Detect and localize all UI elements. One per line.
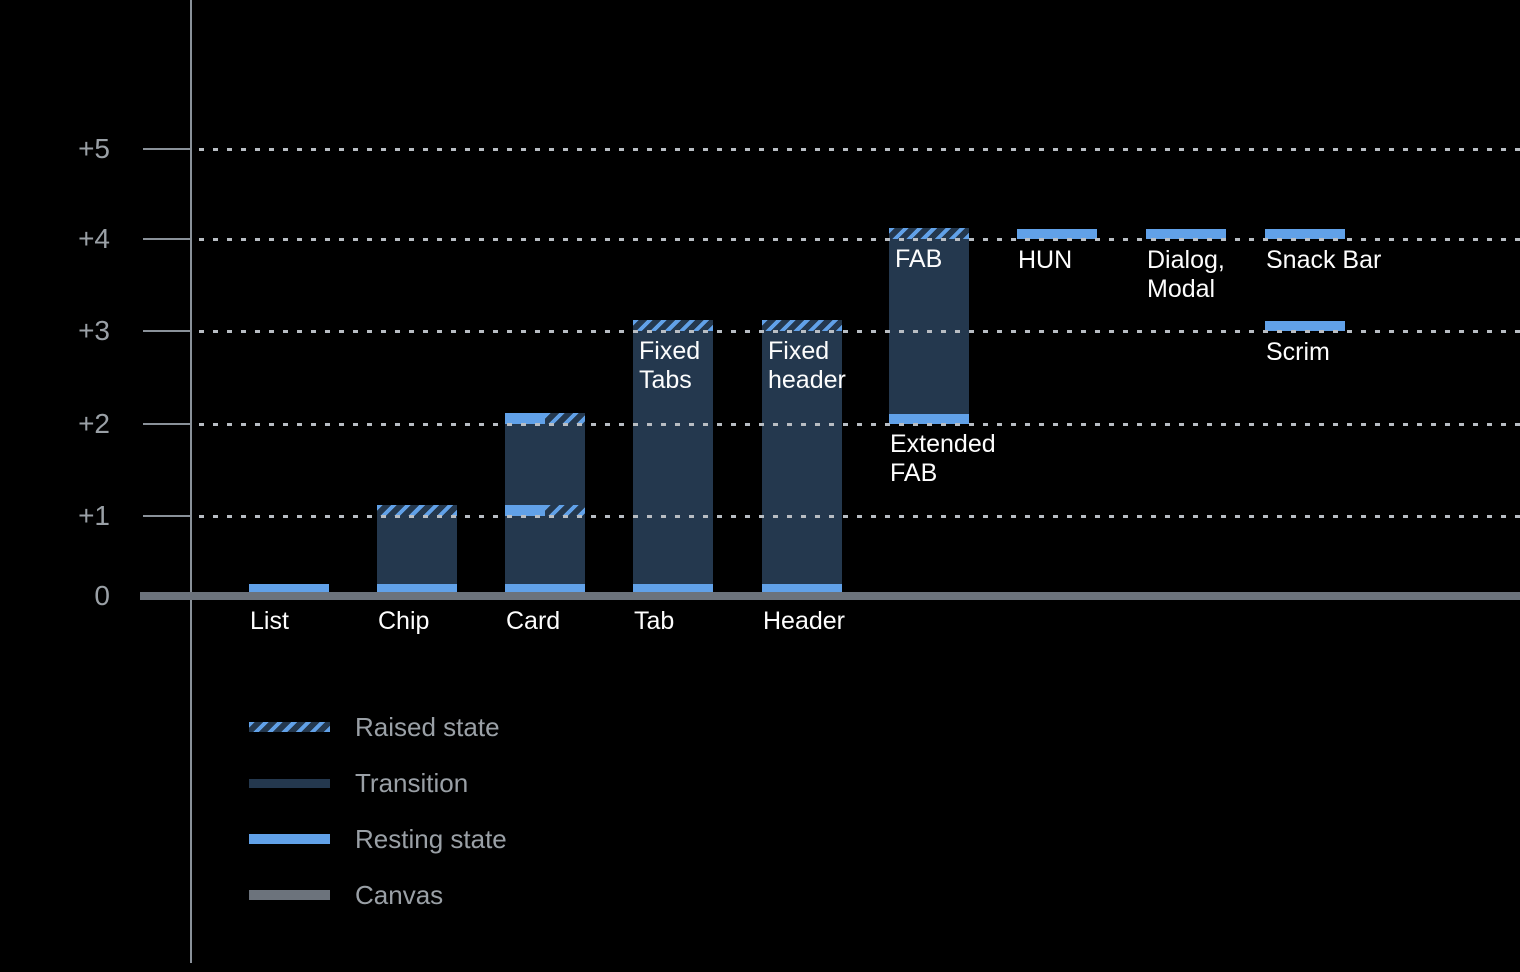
strip-snack-bar (1265, 229, 1345, 239)
legend-label-transition: Transition (355, 767, 469, 798)
bar-card-resting-cap (505, 584, 585, 592)
y-tick-line-2 (143, 423, 192, 425)
label-snack-bar-below-strip: Snack Bar (1266, 246, 1381, 275)
legend-row-transition: Transition (249, 768, 468, 798)
legend-swatch-canvas (249, 890, 330, 900)
y-tick-label-1: +1 (78, 500, 110, 531)
bar-card-top-cap (505, 413, 585, 424)
y-tick-label-3: +3 (78, 315, 110, 346)
label-hun-below-strip: HUN (1018, 246, 1072, 275)
gridline-4 (199, 238, 1520, 241)
gridline-1 (199, 515, 1520, 518)
label-line: Scrim (1266, 338, 1330, 366)
label-line: Header (763, 607, 845, 635)
bar-tab (633, 320, 713, 592)
gridline-2 (199, 423, 1520, 426)
label-list-below-axis: List (250, 607, 289, 636)
bar-card-top-cap-raised (545, 413, 585, 424)
label-chip-below-axis: Chip (378, 607, 429, 636)
legend-swatch-resting-state (249, 834, 330, 844)
canvas-baseline (140, 592, 1520, 600)
y-tick-label-0: 0 (94, 580, 110, 611)
label-line: Fixed (639, 337, 701, 365)
bar-chip (377, 505, 457, 592)
label-line: header (768, 366, 846, 394)
label-line: Tab (634, 607, 675, 635)
y-tick-line-4 (143, 238, 192, 240)
label-line: Chip (378, 607, 430, 635)
y-axis-line (190, 0, 192, 963)
bar-fab-raised-cap (889, 228, 969, 239)
bar-tab-raised-cap (633, 320, 713, 331)
label-line: Card (506, 607, 561, 635)
y-tick-label-2: +2 (78, 408, 110, 439)
label-line: Snack Bar (1266, 246, 1382, 274)
label-line: Tabs (639, 366, 692, 394)
bar-card-top-cap-resting (505, 413, 545, 424)
label-fab-below-bar: Extended FAB (890, 430, 996, 488)
legend-swatch-raised-state (249, 722, 330, 732)
label-line: Dialog, (1147, 246, 1225, 274)
label-card-below-axis: Card (506, 607, 560, 636)
label-line: Fixed (768, 337, 830, 365)
label-scrim-below-strip: Scrim (1266, 338, 1330, 367)
label-line: Extended (890, 430, 996, 458)
bar-fab-resting-cap (889, 414, 969, 424)
bar-chip-resting-cap (377, 584, 457, 592)
y-tick-line-3 (143, 330, 192, 332)
strip-scrim (1265, 321, 1345, 331)
bar-card-mid-cap-1-raised (545, 505, 585, 516)
strip-list (249, 584, 329, 592)
legend-row-canvas: Canvas (249, 880, 443, 910)
bar-chip-raised-cap (377, 505, 457, 516)
bar-tab-resting-cap (633, 584, 713, 592)
y-tick-label-5: +5 (78, 133, 110, 164)
bar-header (762, 320, 842, 592)
bar-header-resting-cap (762, 584, 842, 592)
label-line: HUN (1018, 246, 1073, 274)
strip-hun (1017, 229, 1097, 239)
label-header-below-axis: Header (763, 607, 845, 636)
bar-card-mid-cap-1-resting (505, 505, 545, 516)
label-line: FAB (895, 245, 943, 273)
bar-header-raised-cap (762, 320, 842, 331)
bar-fab (889, 228, 969, 424)
label-tab-below-axis: Tab (634, 607, 674, 636)
label-line: List (250, 607, 289, 635)
label-header-inside-top: Fixed header (768, 337, 846, 395)
legend-row-raised-state: Raised state (249, 712, 500, 742)
legend-label-canvas: Canvas (355, 879, 444, 910)
gridline-3 (199, 330, 1520, 333)
y-tick-line-1 (143, 515, 192, 517)
legend-label-raised-state: Raised state (355, 711, 500, 742)
strip-dialog-modal (1146, 229, 1226, 239)
y-tick-label-4: +4 (78, 223, 110, 254)
label-line: Modal (1147, 275, 1216, 303)
label-tab-inside-top: Fixed Tabs (639, 337, 700, 395)
label-dialog-modal-below-strip: Dialog, Modal (1147, 246, 1225, 304)
label-fab-inside-top: FAB (895, 245, 942, 274)
legend-label-resting-state: Resting state (355, 823, 507, 854)
gridline-5 (199, 148, 1520, 151)
legend-swatch-transition (249, 778, 330, 788)
label-line: FAB (890, 459, 938, 487)
legend-row-resting-state: Resting state (249, 824, 507, 854)
bar-card (505, 413, 585, 592)
bar-card-mid-cap-1 (505, 505, 585, 516)
y-tick-line-5 (143, 148, 192, 150)
